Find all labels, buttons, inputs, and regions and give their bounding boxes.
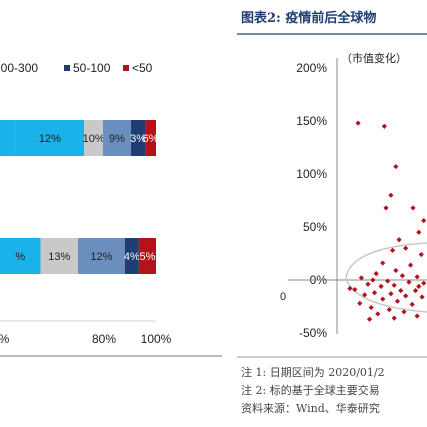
- bar-0-label-5: 6%: [143, 133, 159, 145]
- scatter-point-6: [421, 218, 427, 224]
- scatter-points: [347, 120, 427, 322]
- bar-1-label-1: 13%: [48, 251, 70, 263]
- unit-label: （市值变化）: [341, 51, 407, 65]
- scatter-point-0: [355, 120, 361, 126]
- scatter-point-41: [386, 307, 392, 313]
- left-stacked-bars: 12% 10% 9% 3%6%% 13% 12% 4% 5%: [0, 120, 159, 274]
- scatter-point-23: [365, 281, 371, 287]
- bar-0-label-1: 12%: [39, 133, 61, 145]
- scatter-point-3: [388, 192, 394, 198]
- bar-1-segment-4: [138, 238, 156, 274]
- right-chart-title: 图表2: 疫情前后全球物: [241, 10, 376, 26]
- note-0: 注 1: 日期区间为 2020/01/2: [241, 365, 385, 379]
- scatter-point-14: [393, 267, 399, 274]
- scatter-point-19: [370, 277, 376, 283]
- scatter-point-21: [406, 279, 412, 285]
- scatter-point-29: [398, 288, 404, 294]
- scatter-point-46: [367, 316, 373, 322]
- bar-0-segment-2: [84, 120, 103, 156]
- scatter-point-1: [381, 123, 387, 129]
- right-x-tick-0: 0: [280, 291, 286, 303]
- scatter-point-2: [393, 163, 399, 170]
- bar-0-label-2: 10%: [83, 133, 105, 145]
- scatter-point-8: [396, 237, 402, 243]
- right-y-tick-1: 150%: [296, 114, 327, 128]
- scatter-point-35: [419, 294, 425, 300]
- scatter-point-9: [403, 245, 409, 251]
- bar-0-label-3: 9%: [109, 133, 125, 145]
- scatter-point-24: [391, 282, 397, 288]
- scatter-point-12: [380, 260, 386, 266]
- scatter-point-27: [347, 285, 353, 292]
- right-y-tick-2: 100%: [296, 167, 327, 181]
- scatter-point-28: [352, 286, 358, 293]
- confidence-ellipse: [345, 242, 427, 313]
- legend-label-1: 50-100: [73, 61, 111, 75]
- scatter-point-37: [394, 298, 401, 304]
- left-x-ticks: 0% 80% 100%: [0, 332, 172, 346]
- bar-0-segment-0: [0, 120, 16, 156]
- scatter-point-31: [371, 290, 378, 296]
- right-y-tick-0: 200%: [296, 61, 327, 75]
- bar-1-label-0: %: [15, 251, 25, 263]
- scatter-point-42: [401, 309, 407, 315]
- left-x-tick-1: 80%: [92, 332, 116, 346]
- bar-0-label-4: 3%: [130, 133, 146, 145]
- scatter-point-7: [416, 229, 422, 235]
- bar-0-segment-5: [145, 120, 156, 156]
- bar-1-segment-3: [124, 238, 139, 274]
- scatter-point-32: [388, 291, 394, 297]
- scatter-point-38: [357, 300, 363, 306]
- scatter-point-33: [362, 292, 368, 298]
- legend-swatch-1: [64, 65, 70, 71]
- bar-1-segment-0: [0, 238, 41, 274]
- scatter-point-40: [368, 304, 374, 311]
- bar-0-segment-3: [102, 120, 132, 156]
- left-x-tick-2: 100%: [141, 332, 172, 346]
- bar-0-segment-4: [131, 120, 146, 156]
- note-1: 注 2: 标的基于全球主要交易: [241, 383, 380, 397]
- scatter-point-15: [373, 271, 379, 277]
- scatter-point-26: [416, 283, 422, 289]
- scatter-point-18: [358, 275, 364, 281]
- scatter-point-45: [391, 315, 397, 321]
- scatter-point-44: [414, 313, 420, 319]
- scatter-point-5: [410, 205, 416, 211]
- scatter-point-25: [378, 283, 384, 289]
- scatter-point-13: [408, 262, 414, 268]
- bar-1-segment-2: [78, 238, 125, 274]
- bar-1-segment-1: [40, 238, 78, 274]
- scatter-point-30: [412, 288, 419, 294]
- left-legend: 100-300 50-100 <50: [0, 61, 153, 75]
- right-y-tick-5: -50%: [299, 326, 327, 340]
- right-y-ticks: 200%150%100%50%0%-50%: [296, 61, 327, 340]
- legend-label-0: 100-300: [0, 61, 38, 75]
- scatter-point-16: [399, 273, 405, 279]
- scatter-point-43: [375, 311, 381, 317]
- scatter-point-34: [403, 293, 409, 299]
- note-2: 资料来源：Wind、华泰研究: [241, 401, 380, 415]
- bar-1-label-3: 4%: [124, 251, 140, 263]
- bar-0-segment-1: [15, 120, 85, 156]
- legend-label-2: <50: [132, 61, 153, 75]
- scatter-point-20: [385, 278, 391, 284]
- scatter-point-10: [389, 247, 396, 253]
- right-y-tick-3: 50%: [303, 220, 327, 234]
- bar-1-label-2: 12%: [90, 251, 112, 263]
- scatter-point-36: [380, 296, 386, 302]
- notes: 注 1: 日期区间为 2020/01/2 注 2: 标的基于全球主要交易资料来源：…: [241, 365, 385, 415]
- bar-1-label-4: 5%: [139, 251, 155, 263]
- legend-swatch-2: [123, 65, 129, 71]
- scatter-point-11: [418, 251, 424, 258]
- scatter-point-17: [414, 274, 420, 280]
- scatter-point-39: [409, 301, 415, 307]
- scatter-point-22: [421, 280, 427, 286]
- left-x-tick-0: 0%: [0, 332, 10, 346]
- scatter-point-4: [383, 205, 389, 211]
